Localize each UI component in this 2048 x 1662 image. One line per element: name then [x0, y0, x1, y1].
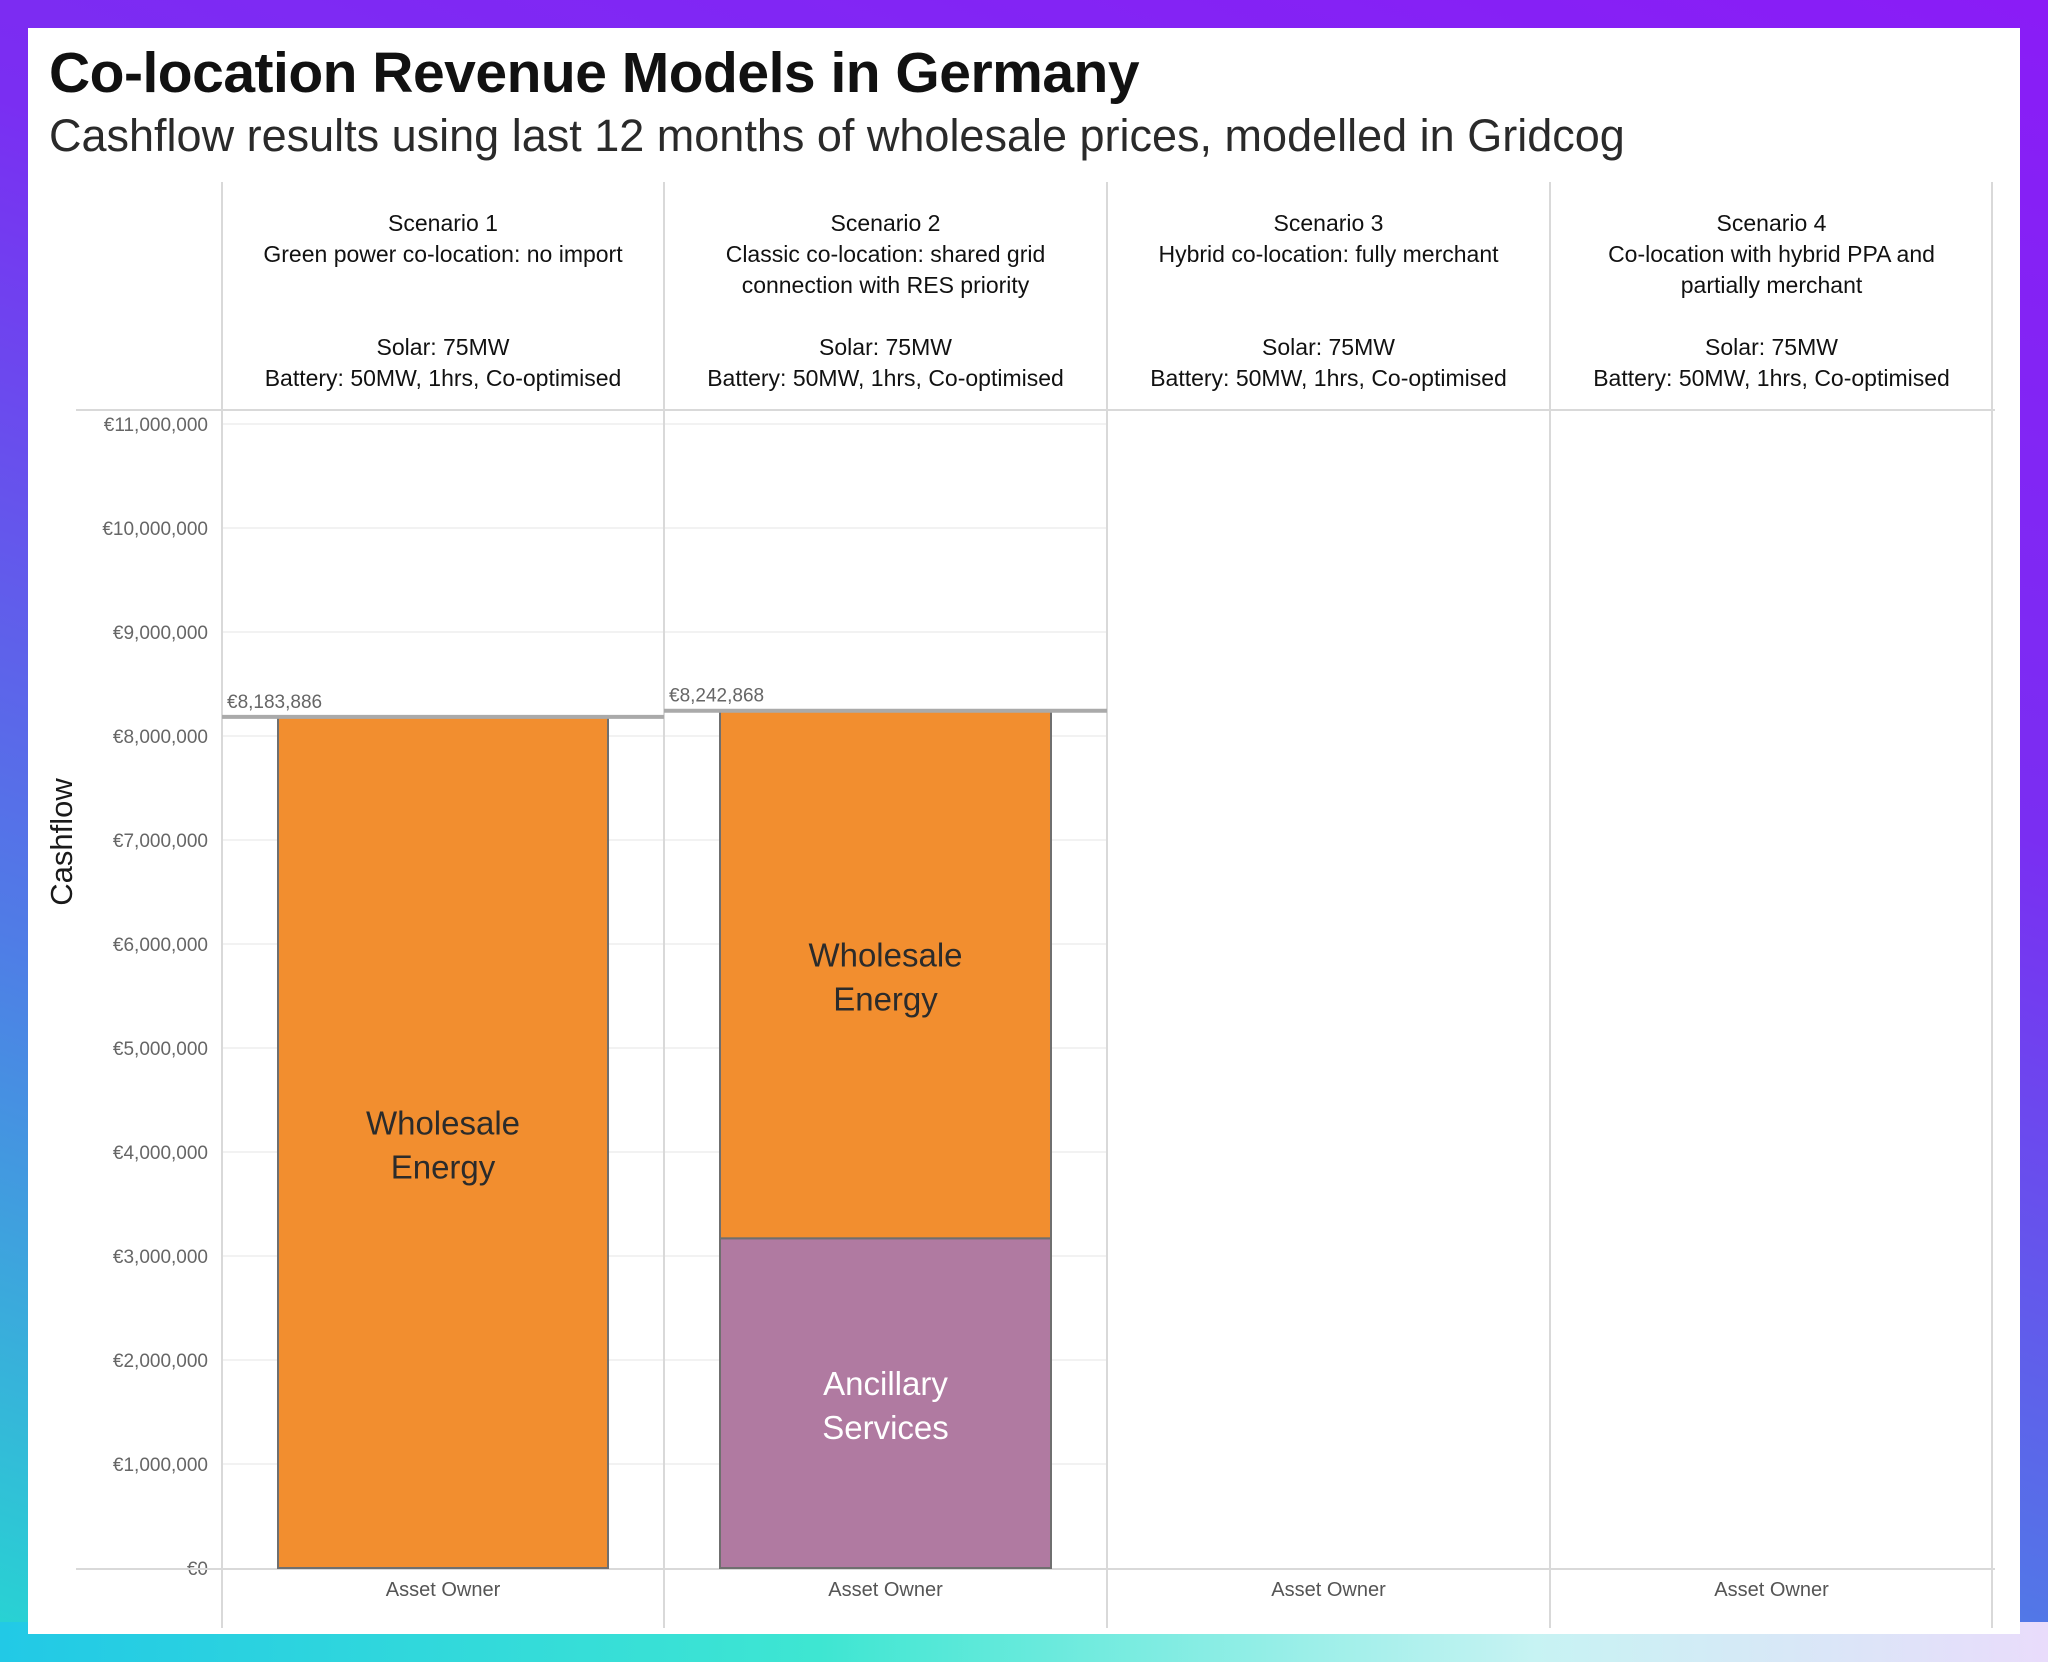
y-tick-label: €6,000,000: [113, 935, 208, 956]
scenario-4-category-label: Asset Owner: [1714, 1579, 1829, 1601]
y-tick-label: €9,000,000: [113, 623, 208, 644]
bar-data-label: Wholesale: [366, 1104, 520, 1141]
y-tick-label: €10,000,000: [102, 519, 208, 540]
scenario-1-battery: Battery: 50MW, 1hrs, Co-optimised: [264, 365, 622, 391]
bar-segment-ancillary-services: [719, 1237, 1052, 1569]
scenario-3-spacer: [1107, 301, 1550, 332]
scenario-2-spacer: [664, 301, 1107, 332]
y-tick-label: €3,000,000: [113, 1247, 208, 1268]
scenario-3-title: Scenario 3: [1273, 210, 1384, 236]
y-axis-label: Cashflow: [44, 778, 79, 906]
chart-title: Co-location Revenue Models in Germany: [49, 41, 1140, 105]
scenario-1-title: Scenario 1: [388, 210, 498, 236]
scenario-4-solar: Solar: 75MW: [1705, 334, 1838, 360]
scenario-1-description-line-2: [222, 270, 664, 301]
scenario-3-solar: Solar: 75MW: [1262, 334, 1395, 360]
chart-subtitle: Cashflow results using last 12 months of…: [49, 110, 1625, 161]
y-tick-label: €11,000,000: [104, 415, 208, 436]
scenario-4-description-line-1: Co-location with hybrid PPA and: [1608, 241, 1935, 267]
scenario-2-header: Scenario 2 Classic co-location: shared g…: [664, 208, 1107, 394]
scenario-1-spacer: [222, 301, 664, 332]
bar-data-label: Wholesale: [808, 937, 962, 974]
scenario-2-solar: Solar: 75MW: [819, 334, 952, 360]
y-tick-label: €7,000,000: [113, 831, 208, 852]
scenario-4-battery: Battery: 50MW, 1hrs, Co-optimised: [1593, 365, 1950, 391]
scenario-2-title: Scenario 2: [830, 210, 941, 236]
bar-data-label: Energy: [391, 1148, 496, 1185]
total-value-label: €8,242,868: [669, 686, 764, 707]
scenario-3-category-label: Asset Owner: [1271, 1579, 1386, 1601]
total-value-label: €8,183,886: [227, 692, 322, 713]
y-tick-label: €4,000,000: [113, 1143, 208, 1164]
scenario-3-description-line-2: [1107, 270, 1550, 301]
scenario-1-solar: Solar: 75MW: [376, 334, 510, 360]
y-tick-label: €2,000,000: [113, 1351, 208, 1372]
scenario-1-category-label: Asset Owner: [385, 1579, 501, 1601]
scenario-3-battery: Battery: 50MW, 1hrs, Co-optimised: [1150, 365, 1507, 391]
scenario-1-description-line-1: Green power co-location: no import: [263, 241, 623, 267]
scenario-4-spacer: [1550, 301, 1993, 332]
bar-segment-wholesale-energy: [277, 715, 609, 1569]
scenario-4-description-line-2: partially merchant: [1680, 272, 1863, 298]
y-tick-label: €8,000,000: [113, 727, 208, 748]
scenario-2-battery: Battery: 50MW, 1hrs, Co-optimised: [707, 365, 1064, 391]
scenario-1-header: Scenario 1 Green power co-location: no i…: [222, 208, 664, 394]
scenario-2-description-line-2: connection with RES priority: [741, 272, 1030, 298]
y-tick-label: €5,000,000: [113, 1039, 208, 1060]
y-tick-label: €1,000,000: [113, 1455, 208, 1476]
scenario-3-description-line-1: Hybrid co-location: fully merchant: [1158, 241, 1499, 267]
scenario-2-description-line-1: Classic co-location: shared grid: [725, 241, 1046, 267]
bar-data-label: Ancillary: [823, 1365, 948, 1402]
scenario-4-header: Scenario 4 Co-location with hybrid PPA a…: [1550, 208, 1993, 394]
scenario-4-title: Scenario 4: [1716, 210, 1827, 236]
bar-segment-wholesale-energy: [719, 709, 1052, 1240]
scenario-3-header: Scenario 3 Hybrid co-location: fully mer…: [1107, 208, 1550, 394]
bar-data-label: Energy: [833, 981, 938, 1018]
scenario-2-category-label: Asset Owner: [828, 1579, 943, 1601]
bar-data-label: Services: [822, 1409, 949, 1446]
